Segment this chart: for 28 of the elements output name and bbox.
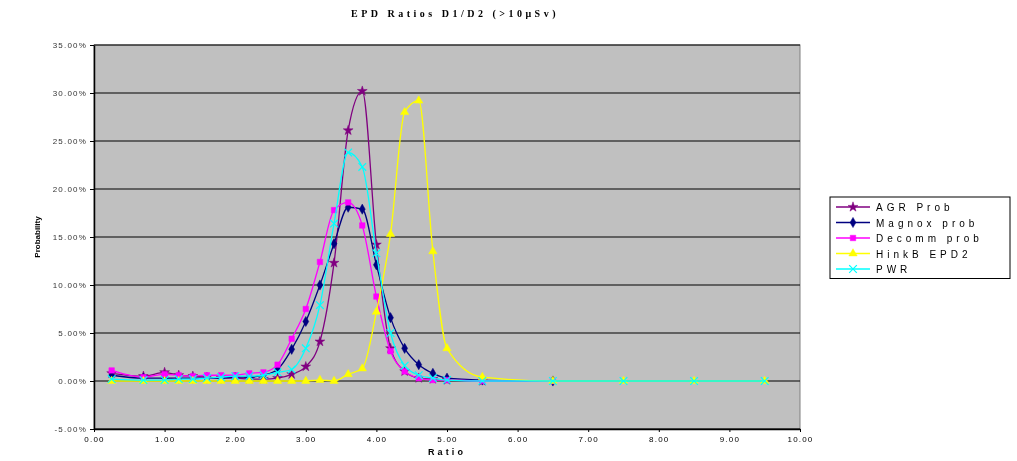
- y-tick-label: 25.00%: [52, 137, 87, 147]
- x-axis-title: Ratio: [427, 447, 467, 457]
- y-tick-label: 15.00%: [52, 233, 87, 243]
- y-tick-label: -5.00%: [54, 425, 87, 435]
- legend-label: Magnox prob: [876, 217, 979, 229]
- legend-label: AGR Prob: [876, 202, 954, 213]
- x-tick-label: 10.00: [787, 435, 814, 445]
- y-axis-title: Probability: [33, 215, 42, 258]
- x-tick-label: 0.00: [84, 435, 105, 445]
- chart-title: EPD Ratios D1/D2 (>10μSv): [350, 8, 560, 20]
- y-tick-label: 5.00%: [58, 329, 87, 339]
- y-tick-label: 35.00%: [52, 41, 87, 51]
- legend-label: HinkB EPD2: [876, 248, 972, 260]
- x-tick-label: 9.00: [719, 435, 741, 445]
- legend-label: Decomm prob: [876, 233, 983, 244]
- x-tick-label: 4.00: [366, 435, 388, 445]
- y-tick-label: 10.00%: [52, 281, 87, 291]
- y-tick-label: 30.00%: [52, 89, 87, 99]
- x-tick-label: 7.00: [578, 435, 599, 445]
- x-tick-label: 2.00: [225, 435, 246, 445]
- x-tick-label: 8.00: [649, 435, 670, 445]
- x-tick-label: 5.00: [437, 435, 458, 445]
- legend-label: PWR: [876, 264, 912, 275]
- y-tick-label: 0.00%: [58, 377, 87, 387]
- y-tick-label: 20.00%: [52, 185, 87, 195]
- x-tick-label: 3.00: [296, 435, 317, 445]
- x-tick-label: 6.00: [507, 435, 529, 445]
- x-tick-label: 1.00: [154, 435, 176, 445]
